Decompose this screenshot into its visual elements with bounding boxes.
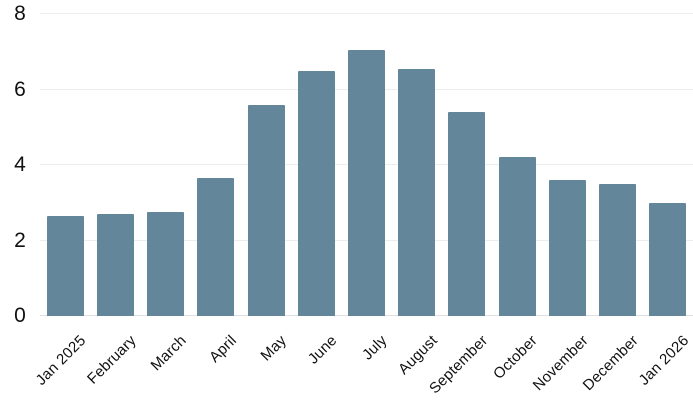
y-tick-label: 4 <box>14 153 26 176</box>
x-axis: Jan 2025 February March April May June July Aug… <box>32 316 693 420</box>
bar-october <box>498 157 536 316</box>
bar-february <box>96 214 134 316</box>
x-tick-label: March <box>147 332 190 375</box>
bar-slot <box>643 14 693 316</box>
bar-december <box>599 183 637 316</box>
y-tick-label: 0 <box>14 304 26 327</box>
bar-slot <box>542 14 592 316</box>
bar-slot <box>140 14 190 316</box>
bar-slot <box>241 14 291 316</box>
bars-layer <box>40 14 693 316</box>
bar-slot <box>492 14 542 316</box>
bar-march <box>147 212 185 316</box>
x-tick-label: July <box>359 332 391 364</box>
bar-slot <box>191 14 241 316</box>
x-tick-label: October <box>490 332 542 383</box>
bar-may <box>247 104 285 316</box>
x-tick-label: June <box>304 332 341 368</box>
bar-slot <box>392 14 442 316</box>
bar-slot <box>291 14 341 316</box>
bar-june <box>297 70 335 316</box>
bar-april <box>197 178 235 316</box>
gridline <box>40 13 693 14</box>
y-tick-label: 6 <box>14 77 26 101</box>
bar-november <box>548 180 586 316</box>
x-tick-label: April <box>205 332 240 366</box>
bar-september <box>448 112 486 316</box>
plot-area <box>40 13 693 316</box>
bar-slot <box>90 14 140 316</box>
y-tick-label: 8 <box>14 2 26 25</box>
x-tick-label: May <box>257 332 291 365</box>
y-axis: 0 2 4 6 8 <box>0 2 28 327</box>
bar-july <box>348 49 386 316</box>
y-tick-label: 2 <box>14 228 26 252</box>
x-tick-label: August <box>394 332 441 378</box>
bar-slot <box>40 14 90 316</box>
bar-slot <box>593 14 643 316</box>
x-tick-label: February <box>83 332 140 388</box>
x-tick-label: Jan 2025 <box>32 332 90 389</box>
bar-august <box>398 68 436 316</box>
bar-slot <box>442 14 492 316</box>
bar-slot <box>341 14 391 316</box>
x-tick-label: Jan 2026 <box>635 332 692 389</box>
bar-jan-2025 <box>46 215 84 316</box>
bar-jan-2026 <box>649 202 687 316</box>
